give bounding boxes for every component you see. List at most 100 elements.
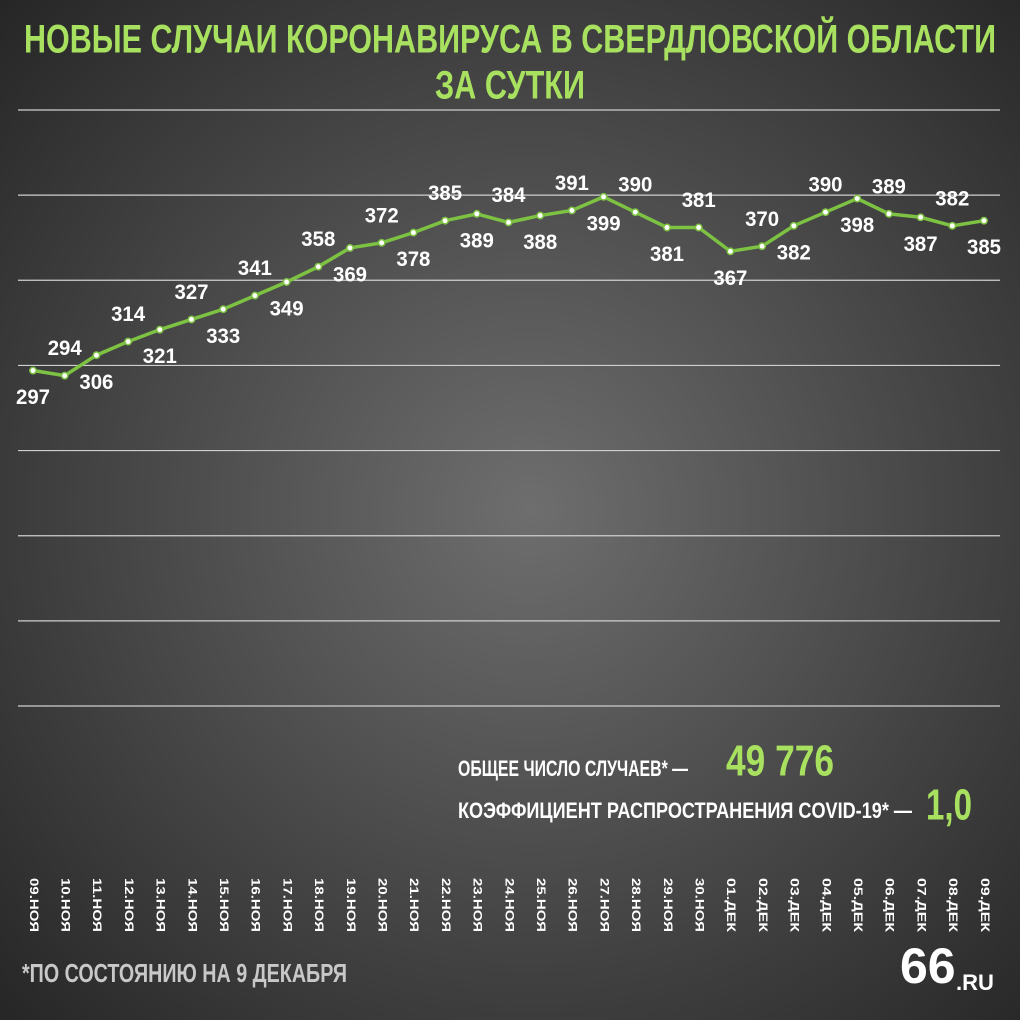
data-point <box>472 209 481 218</box>
data-point <box>282 278 291 286</box>
x-tick-label: 17.НОЯ <box>280 878 294 932</box>
data-point <box>155 325 164 334</box>
data-label: 372 <box>365 204 399 227</box>
data-label: 369 <box>333 263 367 286</box>
data-label: 341 <box>238 257 272 280</box>
x-tick-label: 06.ДЕК <box>883 878 897 933</box>
x-tick-label: 02.ДЕК <box>756 878 770 933</box>
data-label: 367 <box>713 267 747 290</box>
data-point <box>980 216 988 225</box>
data-label: 385 <box>967 236 1001 259</box>
x-tick-label: 24.НОЯ <box>502 878 516 932</box>
x-tick-label: 28.НОЯ <box>629 878 643 932</box>
data-point <box>187 315 196 324</box>
data-label: 381 <box>650 243 684 266</box>
data-point <box>758 242 767 251</box>
data-point <box>92 351 101 360</box>
data-point <box>504 218 513 227</box>
x-tick-label: 19.НОЯ <box>344 878 358 932</box>
x-tick-label: 13.НОЯ <box>154 878 168 932</box>
x-tick-label: 08.ДЕК <box>946 878 960 933</box>
data-label: 327 <box>175 281 209 304</box>
x-tick-label: 23.НОЯ <box>471 878 485 932</box>
data-point <box>29 366 37 375</box>
data-point <box>884 209 893 218</box>
chart-title: ЗА СУТКИ <box>435 64 585 108</box>
data-label: 399 <box>587 212 621 235</box>
data-label: 294 <box>48 337 82 360</box>
data-label: 391 <box>555 172 589 195</box>
footnote: *ПО СОСТОЯНИЮ НА 9 ДЕКАБРЯ <box>22 958 347 988</box>
data-point <box>60 371 69 380</box>
x-tick-label: 26.НОЯ <box>566 878 580 932</box>
data-label: 390 <box>618 174 652 197</box>
data-point <box>536 211 545 220</box>
x-tick-label: 16.НОЯ <box>249 878 263 932</box>
data-label: 384 <box>492 184 526 207</box>
data-point <box>346 243 354 252</box>
x-tick-label: 03.ДЕК <box>788 878 802 933</box>
x-tick-label: 27.НОЯ <box>597 878 611 932</box>
data-label: 297 <box>16 386 50 409</box>
data-point <box>599 192 608 201</box>
data-point <box>567 206 576 215</box>
data-point <box>314 262 323 271</box>
x-tick-label: 21.НОЯ <box>407 878 421 932</box>
data-point <box>948 221 957 230</box>
data-point <box>694 223 703 232</box>
data-label: 314 <box>111 303 145 326</box>
x-tick-label: 12.НОЯ <box>122 878 136 932</box>
x-tick-label: 04.ДЕК <box>819 878 833 933</box>
data-label: 398 <box>840 214 874 237</box>
x-tick-label: 05.ДЕК <box>851 878 865 933</box>
x-tick-label: 09.НОЯ <box>27 878 41 932</box>
data-label: 358 <box>301 228 335 251</box>
data-label: 389 <box>872 175 906 198</box>
data-label: 349 <box>270 298 304 321</box>
data-point <box>441 216 450 225</box>
data-point <box>377 238 386 247</box>
data-label: 333 <box>206 325 240 348</box>
data-point <box>631 208 640 217</box>
x-tick-label: 09.ДЕК <box>978 878 992 933</box>
data-label: 381 <box>682 189 716 212</box>
x-tick-label: 11.НОЯ <box>90 878 104 932</box>
data-label: 382 <box>935 187 969 210</box>
annotation: ОБЩЕЕ ЧИСЛО СЛУЧАЕВ* — <box>458 756 688 781</box>
chart-title: НОВЫЕ СЛУЧАИ КОРОНАВИРУСА В СВЕРДЛОВСКОЙ… <box>24 16 996 62</box>
data-point <box>789 221 798 230</box>
data-point <box>663 223 671 232</box>
logo: .RU <box>956 970 994 995</box>
data-label: 388 <box>523 231 557 254</box>
annotation: КОЭФФИЦИЕНТ РАСПРОСТРАНЕНИЯ COVID-19* — <box>458 798 912 823</box>
data-point <box>821 208 830 217</box>
x-tick-label: 01.ДЕК <box>724 878 738 933</box>
x-tick-label: 30.НОЯ <box>693 878 707 932</box>
data-point <box>916 213 925 222</box>
data-label: 382 <box>777 241 811 264</box>
x-tick-label: 07.ДЕК <box>914 878 928 933</box>
data-label: 385 <box>428 182 462 205</box>
x-tick-label: 20.НОЯ <box>376 878 390 932</box>
x-tick-label: 22.НОЯ <box>439 878 453 932</box>
data-label: 390 <box>809 174 843 197</box>
logo: 66 <box>900 938 956 994</box>
annotation-value: 1,0 <box>926 781 972 830</box>
annotation-value: 49 776 <box>726 737 834 786</box>
x-tick-label: 10.НОЯ <box>59 878 73 932</box>
x-tick-label: 25.НОЯ <box>534 878 548 932</box>
data-point <box>219 305 228 314</box>
data-point <box>853 194 862 203</box>
data-label: 387 <box>904 233 938 256</box>
x-tick-label: 18.НОЯ <box>312 878 326 932</box>
data-point <box>250 291 259 300</box>
data-point <box>124 337 133 346</box>
data-label: 378 <box>396 248 430 271</box>
x-tick-label: 29.НОЯ <box>661 878 675 932</box>
data-label: 306 <box>79 371 113 394</box>
data-label: 321 <box>143 345 177 368</box>
x-tick-label: 14.НОЯ <box>185 878 199 932</box>
data-label: 389 <box>460 229 494 252</box>
